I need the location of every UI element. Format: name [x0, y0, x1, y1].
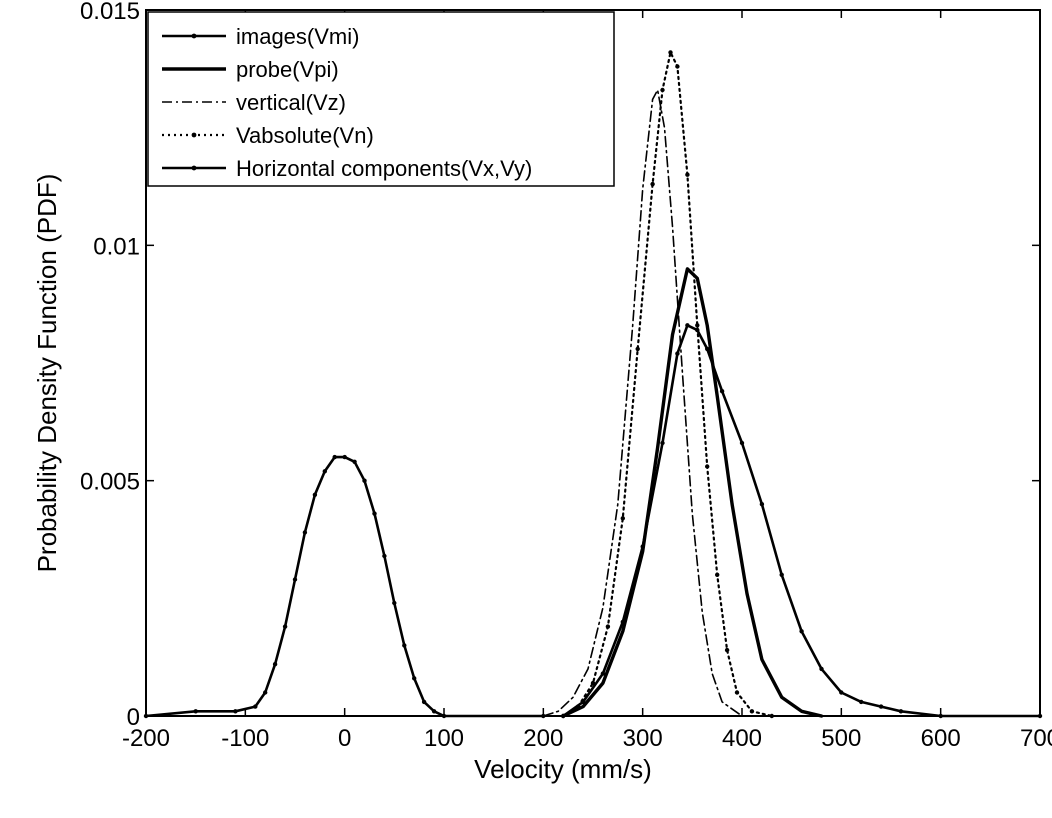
plot-area	[143, 50, 1043, 719]
data-point	[322, 469, 327, 474]
data-point	[799, 629, 804, 634]
data-point	[431, 709, 437, 714]
x-tick-label: 100	[424, 725, 464, 752]
legend-marker	[191, 165, 197, 171]
plot-frame	[145, 9, 1041, 717]
data-point	[685, 172, 690, 177]
x-axis-label: Velocity (mm/s)	[474, 754, 652, 784]
data-point	[620, 516, 625, 521]
legend-entry: vertical(Vz)	[236, 90, 346, 115]
data-point	[660, 87, 665, 93]
legend-entry: images(Vmi)	[236, 24, 359, 49]
x-tick-label: 300	[623, 725, 663, 752]
data-point	[660, 440, 665, 446]
series-line-probe-vpi	[561, 267, 824, 718]
x-tick-label: 600	[921, 725, 961, 752]
data-point	[719, 389, 725, 394]
y-tick-label: 0.01	[93, 233, 140, 260]
x-tick-label: 0	[338, 725, 351, 752]
data-point	[635, 346, 640, 352]
data-point	[878, 704, 884, 709]
legend-marker	[191, 132, 197, 138]
data-point	[272, 662, 278, 667]
data-point	[724, 647, 730, 653]
data-point	[605, 624, 611, 629]
legend-entry: probe(Vpi)	[236, 57, 339, 82]
data-point	[668, 50, 673, 55]
data-point	[859, 699, 864, 705]
legend: images(Vmi) probe(Vpi) vertical(Vz) Vabsolu…	[147, 11, 615, 187]
legend-box	[147, 11, 615, 187]
data-point	[263, 690, 268, 695]
data-point	[253, 704, 258, 709]
data-point	[759, 502, 765, 507]
x-tick-label: -200	[122, 725, 170, 752]
data-point	[898, 709, 904, 714]
data-point	[352, 459, 357, 464]
data-point	[312, 492, 318, 497]
data-point	[342, 454, 347, 460]
data-point	[650, 181, 655, 187]
data-point	[412, 676, 417, 681]
data-point	[382, 553, 387, 559]
data-point	[705, 346, 710, 352]
data-point	[193, 709, 198, 714]
data-point	[685, 323, 690, 328]
data-point	[600, 671, 606, 676]
x-tick-label: 400	[722, 725, 762, 752]
y-tick-label: 0.015	[80, 0, 140, 25]
data-point	[402, 643, 407, 648]
legend-entry: Horizontal components(Vx,Vy)	[236, 156, 532, 181]
y-tick-label: 0	[127, 704, 140, 731]
x-tick-label: 700	[1020, 725, 1052, 752]
data-point	[705, 464, 710, 469]
data-point	[839, 690, 844, 695]
data-point	[675, 351, 680, 356]
data-point	[392, 600, 397, 606]
data-point	[282, 624, 288, 629]
data-point	[372, 511, 377, 516]
data-point	[362, 478, 367, 483]
data-point	[819, 666, 824, 672]
x-tick-label: 200	[523, 725, 563, 752]
data-point	[233, 709, 238, 714]
series-line-images-vmi	[561, 324, 1042, 718]
data-point	[332, 454, 337, 460]
series-line-vabsolute-vn	[562, 51, 773, 718]
data-point	[734, 690, 740, 695]
data-point	[695, 323, 700, 328]
data-point	[739, 440, 745, 446]
axes: -200 -100 0 100 200 300 400 500 600 700 0 0.005 0.01…	[32, 0, 1052, 784]
data-point	[575, 704, 581, 709]
data-point	[779, 572, 784, 577]
data-point	[675, 64, 680, 69]
y-tick-label: 0.005	[80, 469, 140, 496]
data-point	[292, 577, 298, 582]
legend-entry: Vabsolute(Vn)	[236, 123, 374, 148]
data-point	[590, 680, 596, 686]
x-tick-label: -100	[221, 725, 269, 752]
data-point	[715, 572, 720, 577]
x-tick-label: 500	[821, 725, 861, 752]
series-line-horizontal-components-vx-vy	[144, 455, 545, 718]
data-point	[421, 699, 427, 705]
legend-marker	[191, 33, 197, 39]
y-axis-label: Probability Density Function (PDF)	[32, 174, 62, 573]
data-point	[302, 530, 308, 535]
series-line-vertical-vz	[542, 89, 743, 717]
data-point	[749, 709, 755, 714]
